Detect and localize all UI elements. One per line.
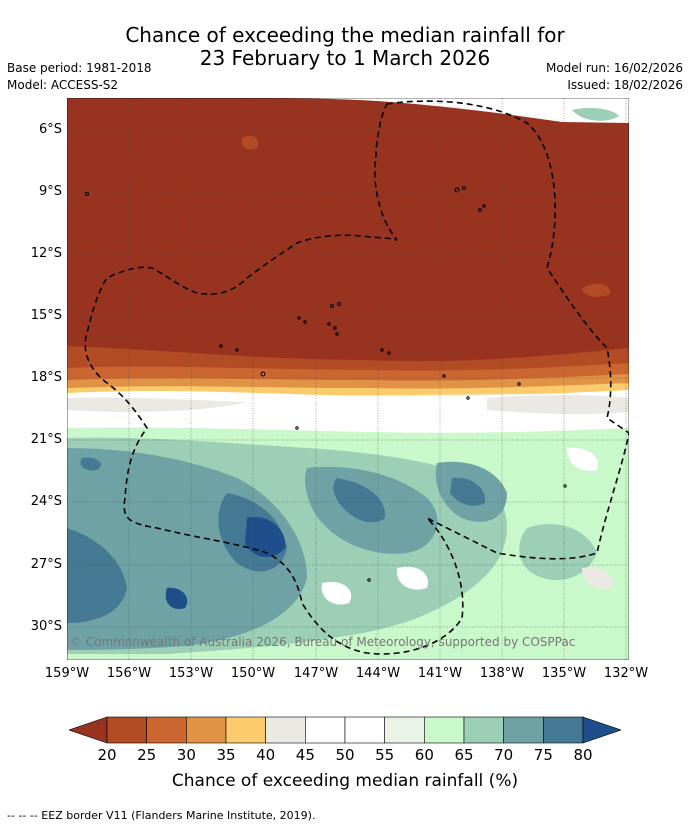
eez-border	[84, 100, 629, 655]
wet-east-patch	[519, 524, 597, 581]
neutral-speck	[567, 447, 598, 472]
latitude-label: 21°S	[30, 432, 62, 447]
colorbar-segment	[265, 716, 306, 744]
colorbar-segment	[186, 716, 227, 744]
latitude-label: 24°S	[30, 494, 62, 509]
meta-left: Base period: 1981-2018 Model: ACCESS-S2	[7, 60, 152, 94]
colorbar-tick-label: 70	[494, 746, 514, 764]
longitude-label: 147°W	[293, 666, 339, 681]
dry-core	[67, 98, 629, 362]
longitude-label: 156°W	[106, 666, 152, 681]
colorbar-segment	[225, 716, 266, 744]
colorbar-segment	[384, 716, 425, 744]
colorbar-segment	[106, 716, 147, 744]
wet-band-75	[450, 477, 486, 506]
latitude-label: 12°S	[30, 246, 62, 261]
colorbar-tick-label: 50	[335, 746, 355, 764]
eez-legend-note: -- -- -- EEZ border V11 (Flanders Marine…	[7, 809, 316, 822]
neutral-speck	[582, 567, 613, 590]
latitude-label: 30°S	[30, 619, 62, 634]
colorbar-tick-label: 25	[137, 746, 157, 764]
latitude-label: 15°S	[30, 308, 62, 323]
map-title: Chance of exceeding the median rainfall …	[0, 24, 690, 70]
copyright-notice: © Commonwealth of Australia 2026, Bureau…	[70, 635, 576, 649]
neutral-grey-patch	[487, 395, 629, 415]
colorbar-tick-label: 60	[414, 746, 434, 764]
meta-right: Model run: 16/02/2026 Issued: 18/02/2026	[546, 60, 683, 94]
longitude-label: 150°W	[230, 666, 276, 681]
colorbar-label: Chance of exceeding median rainfall (%)	[171, 771, 519, 791]
model-run: Model run: 16/02/2026	[545, 61, 683, 75]
colorbar-tick-label: 55	[375, 746, 395, 764]
wet-core	[245, 517, 286, 558]
wet-band-70	[67, 448, 307, 650]
wet-band-75	[80, 457, 102, 471]
colorbar-segment	[305, 716, 346, 744]
base-period: Base period: 1981-2018	[7, 61, 152, 75]
issued-date: Issued: 18/02/2026	[567, 78, 683, 92]
model-name: Model: ACCESS-S2	[7, 78, 119, 92]
wet-core	[165, 587, 188, 609]
latitude-label: 18°S	[30, 370, 62, 385]
colorbar-segment	[503, 716, 544, 744]
longitude-label: 159°W	[44, 666, 90, 681]
colorbar-tick-label: 45	[295, 746, 315, 764]
grid	[67, 98, 629, 660]
longitude-label: 138°W	[479, 666, 525, 681]
colorbar	[69, 716, 621, 744]
colorbar-high-extend	[582, 716, 621, 744]
latitude-label: 9°S	[38, 184, 62, 199]
colorbar-segment	[146, 716, 187, 744]
islands	[85, 186, 567, 582]
rainfall-map	[67, 98, 629, 660]
colorbar-tick-label: 65	[454, 746, 474, 764]
wet-band-75	[67, 528, 127, 623]
dry-inner-patch	[241, 136, 259, 150]
colorbar-tick-label: 20	[97, 746, 117, 764]
longitude-label: 153°W	[168, 666, 214, 681]
colorbar-segment	[344, 716, 385, 744]
longitude-label: 135°W	[541, 666, 587, 681]
neutral-speck	[321, 581, 352, 605]
colorbar-tick-label: 35	[216, 746, 236, 764]
longitude-label: 144°W	[355, 666, 401, 681]
colorbar-segment	[543, 716, 584, 744]
colorbar-tick-label: 75	[533, 746, 553, 764]
dry-inner-patch	[582, 283, 611, 297]
colorbar-tick-label: 30	[176, 746, 196, 764]
colorbar-segment	[424, 716, 465, 744]
latitude-label: 27°S	[30, 557, 62, 572]
north-teal-patch	[572, 108, 619, 121]
longitude-label: 132°W	[603, 666, 649, 681]
latitude-label: 6°S	[38, 122, 62, 137]
wet-band-75	[333, 478, 386, 523]
colorbar-tick-label: 80	[573, 746, 593, 764]
neutral-speck	[396, 566, 428, 590]
colorbar-low-extend	[69, 716, 108, 744]
title-line-1: Chance of exceeding the median rainfall …	[125, 23, 565, 47]
title-line-2: 23 February to 1 March 2026	[199, 46, 491, 70]
neutral-grey-patch	[67, 397, 247, 412]
longitude-label: 141°W	[417, 666, 463, 681]
colorbar-segment	[463, 716, 504, 744]
colorbar-tick-label: 40	[256, 746, 276, 764]
